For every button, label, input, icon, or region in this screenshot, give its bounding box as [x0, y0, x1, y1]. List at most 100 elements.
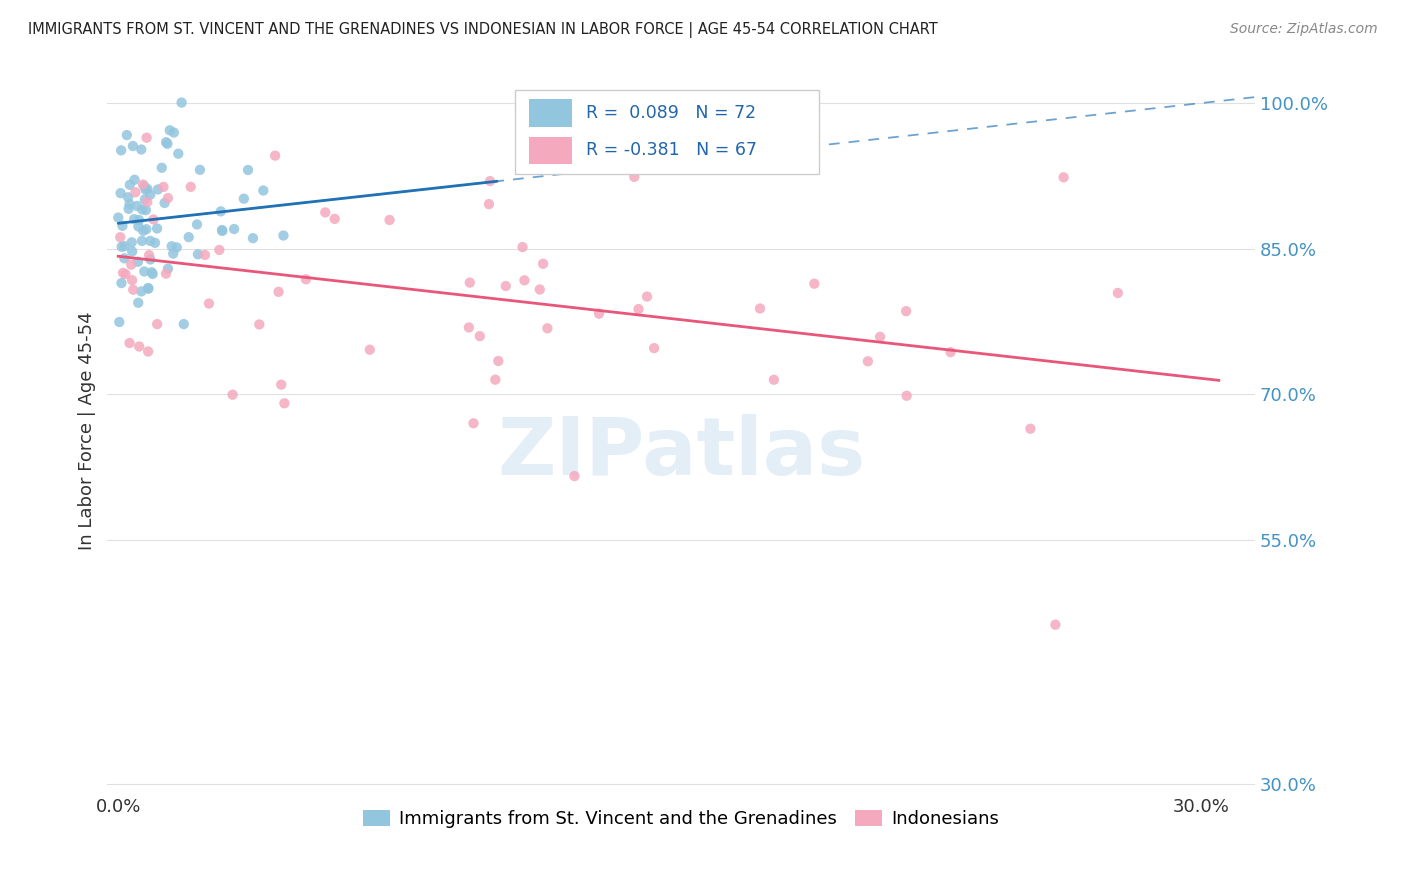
Point [125, 199, 148, 213]
Point [139, 187, 162, 202]
Point [146, 317, 169, 331]
Point [131, 234, 153, 248]
Point [536, 321, 558, 335]
Point [139, 252, 162, 267]
Point [267, 285, 290, 299]
Point [211, 224, 233, 238]
Point [273, 396, 295, 410]
Point [236, 163, 259, 178]
Point [627, 302, 650, 317]
Point [127, 254, 149, 268]
Point [127, 219, 149, 234]
Point [531, 257, 554, 271]
Point [129, 143, 152, 157]
Point [107, 211, 129, 225]
Point [132, 178, 155, 192]
Point [117, 190, 139, 204]
Point [111, 240, 134, 254]
Point [135, 222, 157, 236]
Point [134, 193, 156, 207]
Point [314, 205, 336, 219]
Point [495, 279, 517, 293]
Point [323, 211, 346, 226]
Point [110, 144, 132, 158]
Legend: Immigrants from St. Vincent and the Grenadines, Indonesians: Immigrants from St. Vincent and the Gren… [356, 802, 1007, 835]
Point [136, 282, 159, 296]
Point [110, 276, 132, 290]
Point [273, 228, 295, 243]
Bar [529, 136, 572, 164]
Text: Source: ZipAtlas.com: Source: ZipAtlas.com [1230, 22, 1378, 37]
Point [749, 301, 772, 316]
Bar [529, 99, 572, 127]
Point [170, 95, 193, 110]
Point [512, 240, 534, 254]
Point [136, 344, 159, 359]
Point [186, 218, 208, 232]
Point [127, 295, 149, 310]
Point [513, 273, 536, 287]
Point [636, 289, 658, 303]
Point [142, 212, 165, 227]
Point [529, 283, 551, 297]
Point [173, 317, 195, 331]
Point [270, 377, 292, 392]
Point [457, 320, 479, 334]
Point [134, 179, 156, 194]
Point [224, 222, 246, 236]
Point [208, 243, 231, 257]
Point [939, 345, 962, 359]
Point [120, 258, 142, 272]
Point [762, 373, 785, 387]
Point [143, 235, 166, 250]
Text: IMMIGRANTS FROM ST. VINCENT AND THE GRENADINES VS INDONESIAN IN LABOR FORCE | AG: IMMIGRANTS FROM ST. VINCENT AND THE GREN… [28, 22, 938, 38]
Point [167, 146, 190, 161]
Point [160, 239, 183, 253]
Point [146, 221, 169, 235]
Point [378, 213, 401, 227]
Point [162, 246, 184, 260]
Point [221, 387, 243, 401]
Y-axis label: In Labor Force | Age 45-54: In Labor Force | Age 45-54 [79, 311, 96, 550]
Point [134, 264, 156, 278]
Point [156, 191, 179, 205]
Point [479, 174, 502, 188]
Point [177, 230, 200, 244]
Point [209, 204, 232, 219]
Point [623, 169, 645, 184]
Point [1107, 285, 1129, 300]
Text: R =  0.089   N = 72: R = 0.089 N = 72 [586, 103, 756, 121]
Point [131, 285, 153, 299]
Point [155, 135, 177, 149]
Point [118, 178, 141, 192]
Point [117, 202, 139, 216]
FancyBboxPatch shape [515, 90, 818, 174]
Point [484, 373, 506, 387]
Point [110, 186, 132, 201]
Text: ZIPatlas: ZIPatlas [496, 414, 865, 491]
Point [252, 184, 274, 198]
Point [132, 224, 155, 238]
Point [156, 136, 179, 151]
Point [894, 304, 917, 318]
Point [458, 276, 481, 290]
Point [264, 148, 287, 162]
Point [188, 162, 211, 177]
Point [626, 160, 648, 174]
Point [141, 265, 163, 279]
Point [242, 231, 264, 245]
Point [803, 277, 825, 291]
Point [118, 197, 141, 211]
Point [115, 128, 138, 142]
Point [856, 354, 879, 368]
Point [588, 307, 610, 321]
Point [135, 130, 157, 145]
Point [138, 248, 160, 262]
Point [153, 196, 176, 211]
Point [187, 247, 209, 261]
Point [111, 219, 134, 233]
Point [478, 197, 501, 211]
Point [136, 281, 159, 295]
Point [118, 336, 141, 351]
Point [359, 343, 381, 357]
